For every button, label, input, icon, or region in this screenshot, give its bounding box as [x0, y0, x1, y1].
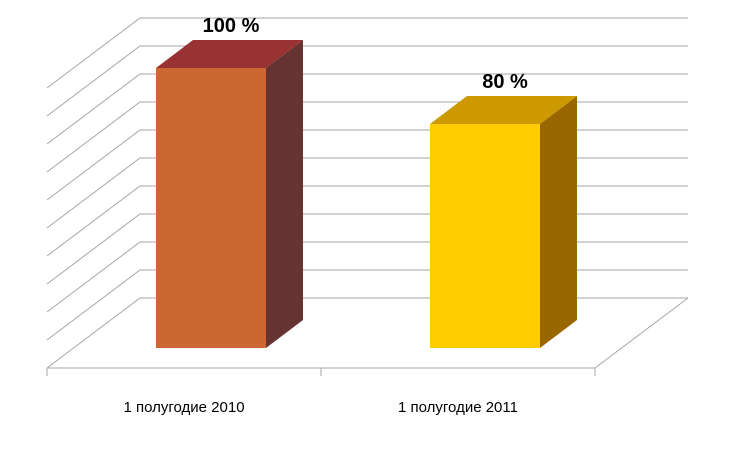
gridline — [46, 73, 688, 145]
gridline — [46, 297, 688, 369]
data-label: 100 % — [203, 15, 260, 37]
category-label: 1 полугодие 2011 — [398, 399, 518, 416]
bars — [156, 40, 577, 348]
x-axis — [46, 367, 596, 376]
gridlines — [46, 17, 689, 369]
labels: 100 % 1 полугодие 2010 80 % 1 полугодие 201… — [123, 15, 528, 416]
gridline — [46, 17, 688, 89]
data-label: 80 % — [482, 71, 528, 93]
gridline — [46, 185, 688, 257]
gridline — [46, 269, 688, 341]
gridline — [46, 157, 688, 229]
bar — [430, 124, 540, 348]
bar — [156, 68, 266, 348]
gridline — [46, 45, 688, 117]
bar-side — [266, 40, 303, 348]
gridline — [46, 241, 688, 313]
category-label: 1 полугодие 2010 — [123, 399, 244, 416]
bar-side — [540, 96, 577, 348]
gridline — [46, 213, 688, 285]
gridline — [46, 129, 688, 201]
bar-top — [430, 96, 577, 124]
bar-top — [156, 40, 303, 68]
gridline — [46, 101, 688, 173]
floor-edge — [594, 297, 689, 369]
